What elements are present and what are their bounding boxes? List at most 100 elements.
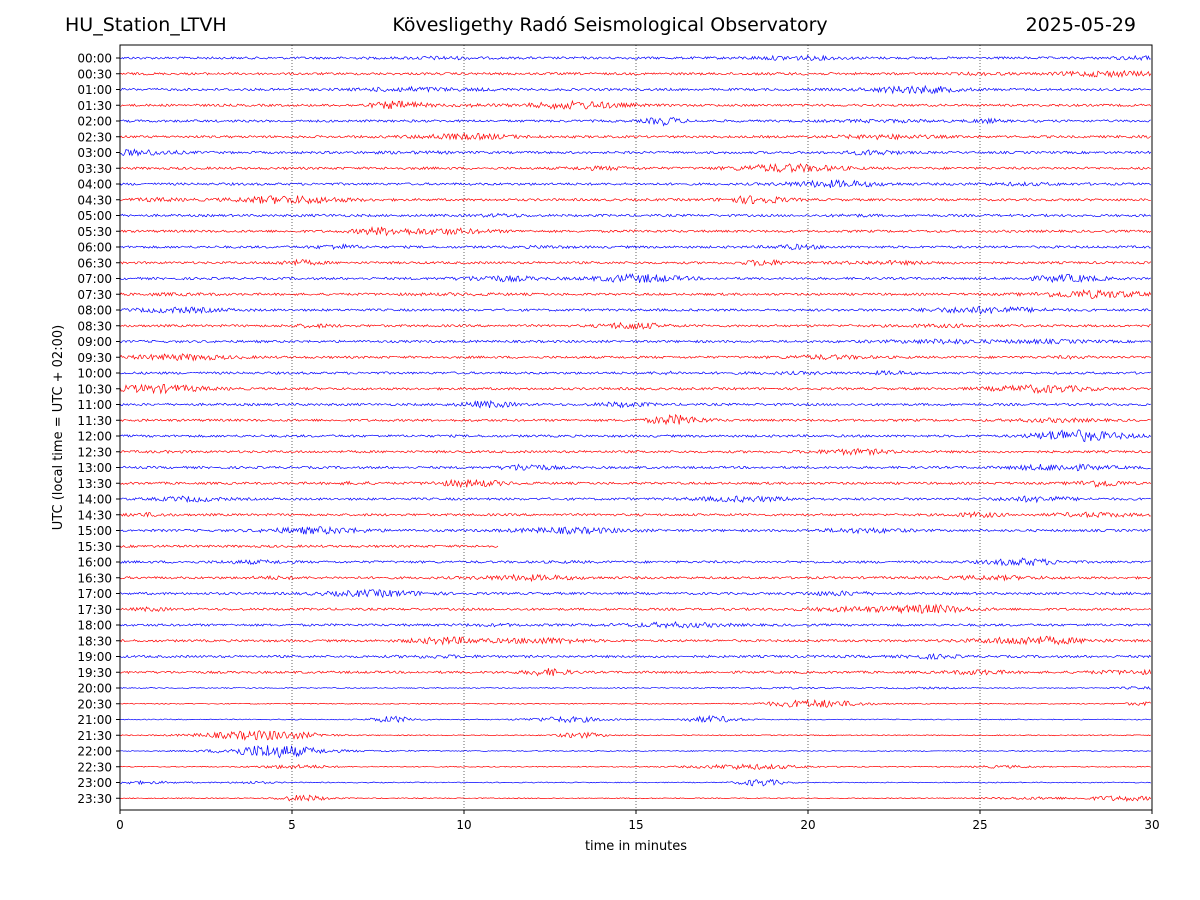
y-tick-label: 14:00 [77, 493, 112, 507]
y-tick-label: 04:30 [77, 193, 112, 207]
trace-group [119, 54, 1152, 803]
trace-line [119, 621, 1152, 629]
trace-line [119, 69, 1152, 78]
y-tick-label: 21:00 [77, 713, 112, 727]
observatory-title: Kövesligethy Radó Seismological Observat… [392, 14, 828, 36]
y-tick-label: 01:30 [77, 99, 112, 113]
y-tick-label: 21:30 [77, 729, 112, 743]
trace-line [119, 698, 1152, 708]
trace-line [119, 243, 1151, 251]
y-tick-label: 23:30 [77, 792, 112, 806]
x-tick-label: 5 [288, 818, 296, 832]
y-tick-label: 23:00 [77, 776, 112, 790]
y-tick-label: 12:00 [77, 430, 112, 444]
y-tick-label: 06:00 [77, 241, 112, 255]
y-tick-label: 12:30 [77, 445, 112, 459]
trace-line [119, 289, 1152, 300]
y-tick-label: 01:00 [77, 83, 112, 97]
trace-line [119, 557, 1151, 567]
y-tick-label: 10:30 [77, 382, 112, 396]
y-tick-label: 08:00 [77, 304, 112, 318]
trace-line [119, 413, 1151, 426]
trace-line [119, 99, 1152, 111]
y-tick-label: 07:30 [77, 288, 112, 302]
trace-line [119, 510, 1151, 519]
y-tick-label: 14:30 [77, 508, 112, 522]
trace-line [119, 84, 1152, 95]
y-tick-label: 18:00 [77, 619, 112, 633]
y-tick-label: 17:00 [77, 587, 112, 601]
trace-line [119, 148, 1152, 157]
trace-line [119, 778, 1151, 787]
x-axis-label: time in minutes [585, 839, 687, 854]
trace-line [119, 745, 1151, 759]
y-axis-label: UTC (local time = UTC + 02:00) [51, 325, 66, 530]
trace-line [119, 794, 1152, 803]
y-tick-label: 16:30 [77, 571, 112, 585]
trace-line [119, 478, 1152, 489]
trace-line [119, 573, 1152, 583]
x-tick-label: 30 [1144, 818, 1159, 832]
station-label: HU_Station_LTVH [65, 14, 227, 36]
trace-line [119, 258, 1152, 267]
trace-line [119, 132, 1151, 141]
trace-line [119, 730, 1151, 741]
trace-line [119, 212, 1152, 218]
trace-line [119, 321, 1151, 330]
y-tick-label: 17:30 [77, 603, 112, 617]
trace-line [119, 668, 1152, 677]
trace-line [119, 495, 1151, 504]
y-tick-label: 03:00 [77, 146, 112, 160]
y-tick-label: 02:30 [77, 130, 112, 144]
y-tick-label: 00:00 [77, 52, 112, 66]
y-tick-label: 09:00 [77, 335, 112, 349]
trace-line [119, 226, 1152, 237]
y-tick-label: 19:30 [77, 666, 112, 680]
trace-line [119, 195, 1151, 205]
y-tick-label: 05:30 [77, 225, 112, 239]
trace-line [119, 686, 1151, 690]
trace-line [119, 54, 1151, 62]
y-tick-label: 04:00 [77, 178, 112, 192]
x-tick-label: 25 [972, 818, 987, 832]
y-tick-label: 22:30 [77, 760, 112, 774]
y-tick-label: 10:00 [77, 367, 112, 381]
trace-line [119, 429, 1152, 443]
trace-line [119, 353, 1151, 362]
y-tick-label: 02:00 [77, 115, 112, 129]
x-tick-label: 0 [116, 818, 124, 832]
y-tick-label: 19:00 [77, 650, 112, 664]
y-tick-label: 20:30 [77, 697, 112, 711]
trace-line [119, 603, 1152, 615]
trace-line [119, 116, 1151, 127]
y-tick-label: 20:00 [77, 682, 112, 696]
y-tick-label: 09:30 [77, 351, 112, 365]
y-tick-label: 13:00 [77, 461, 112, 475]
trace-line [119, 447, 1151, 457]
y-tick-label: 11:00 [77, 398, 112, 412]
y-tick-label: 15:30 [77, 540, 112, 554]
x-tick-label: 10 [456, 818, 471, 832]
trace-line [119, 652, 1152, 660]
trace-line [119, 714, 1151, 724]
trace-line [119, 463, 1151, 472]
trace-line [119, 273, 1151, 284]
trace-line [119, 635, 1151, 646]
trace-line [119, 544, 499, 549]
y-tick-label: 16:00 [77, 556, 112, 570]
x-tick-label: 20 [800, 818, 815, 832]
y-tick-label: 18:30 [77, 634, 112, 648]
trace-line [119, 399, 1151, 409]
trace-line [119, 763, 1151, 771]
y-tick-label: 08:30 [77, 319, 112, 333]
y-tick-label: 15:00 [77, 524, 112, 538]
y-tick-label: 00:30 [77, 67, 112, 81]
trace-line [119, 588, 1151, 599]
y-tick-label: 11:30 [77, 414, 112, 428]
y-tick-label: 07:00 [77, 272, 112, 286]
grid-group [291, 45, 981, 810]
x-tick-label: 15 [628, 818, 643, 832]
date-label: 2025-05-29 [1025, 14, 1136, 36]
